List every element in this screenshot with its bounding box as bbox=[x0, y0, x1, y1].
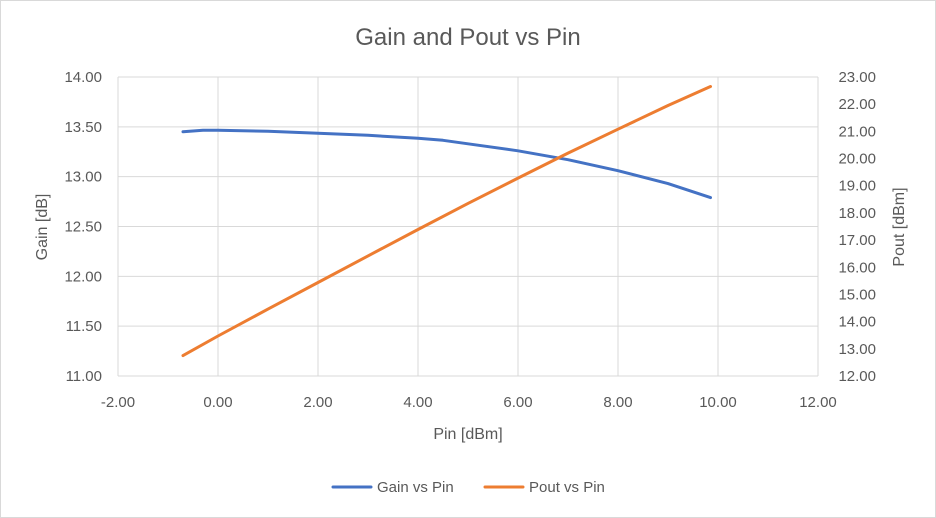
y-right-tick-label: 23.00 bbox=[838, 69, 876, 86]
x-tick-label: 8.00 bbox=[603, 394, 632, 411]
y-left-tick-label: 11.00 bbox=[66, 368, 102, 385]
y-right-tick-label: 22.00 bbox=[838, 96, 876, 113]
y-left-tick-label: 12.00 bbox=[64, 268, 102, 285]
y-left-tick-label: 13.50 bbox=[64, 119, 102, 136]
y-right-tick-label: 20.00 bbox=[838, 151, 876, 168]
x-tick-label: 4.00 bbox=[403, 394, 432, 411]
y-right-tick-label: 15.00 bbox=[838, 286, 876, 303]
legend-label: Gain vs Pin bbox=[377, 479, 454, 496]
y-left-tick-label: 13.00 bbox=[64, 169, 102, 186]
y-right-tick-label: 13.00 bbox=[838, 341, 876, 358]
y-right-tick-label: 19.00 bbox=[838, 178, 876, 195]
legend-label: Pout vs Pin bbox=[529, 479, 605, 496]
series-layer bbox=[181, 85, 712, 358]
y-axis-left-label: Gain [dB] bbox=[34, 194, 51, 261]
y-left-tick-label: 12.50 bbox=[64, 219, 102, 236]
x-tick-label: 6.00 bbox=[503, 394, 532, 411]
pout-series-line bbox=[181, 85, 712, 358]
gain-series-line bbox=[181, 128, 712, 200]
chart-title: Gain and Pout vs Pin bbox=[355, 24, 580, 51]
x-tick-label: 2.00 bbox=[303, 394, 332, 411]
y-right-tick-label: 16.00 bbox=[838, 259, 876, 276]
y-right-tick-label: 12.00 bbox=[838, 368, 876, 385]
y-left-tick-label: 14.00 bbox=[64, 69, 102, 86]
y-right-tick-label: 14.00 bbox=[838, 314, 876, 331]
tick-labels: -2.00 0.00 2.00 4.00 6.00 8.00 10.00 12.00 11.00… bbox=[64, 69, 876, 411]
legend: Gain vs Pin Pout vs Pin bbox=[331, 479, 605, 496]
x-axis-label: Pin [dBm] bbox=[433, 426, 502, 443]
y-right-tick-label: 18.00 bbox=[838, 205, 876, 222]
grid-lines bbox=[117, 76, 819, 377]
x-tick-label: 10.00 bbox=[699, 394, 737, 411]
y-left-tick-label: 11.50 bbox=[66, 318, 102, 335]
y-right-tick-label: 17.00 bbox=[838, 232, 876, 249]
y-axis-right-label: Pout [dBm] bbox=[891, 187, 908, 266]
x-tick-label: 12.00 bbox=[799, 394, 837, 411]
y-right-tick-label: 21.00 bbox=[838, 123, 876, 140]
x-tick-label: -2.00 bbox=[101, 394, 135, 411]
x-tick-label: 0.00 bbox=[203, 394, 232, 411]
